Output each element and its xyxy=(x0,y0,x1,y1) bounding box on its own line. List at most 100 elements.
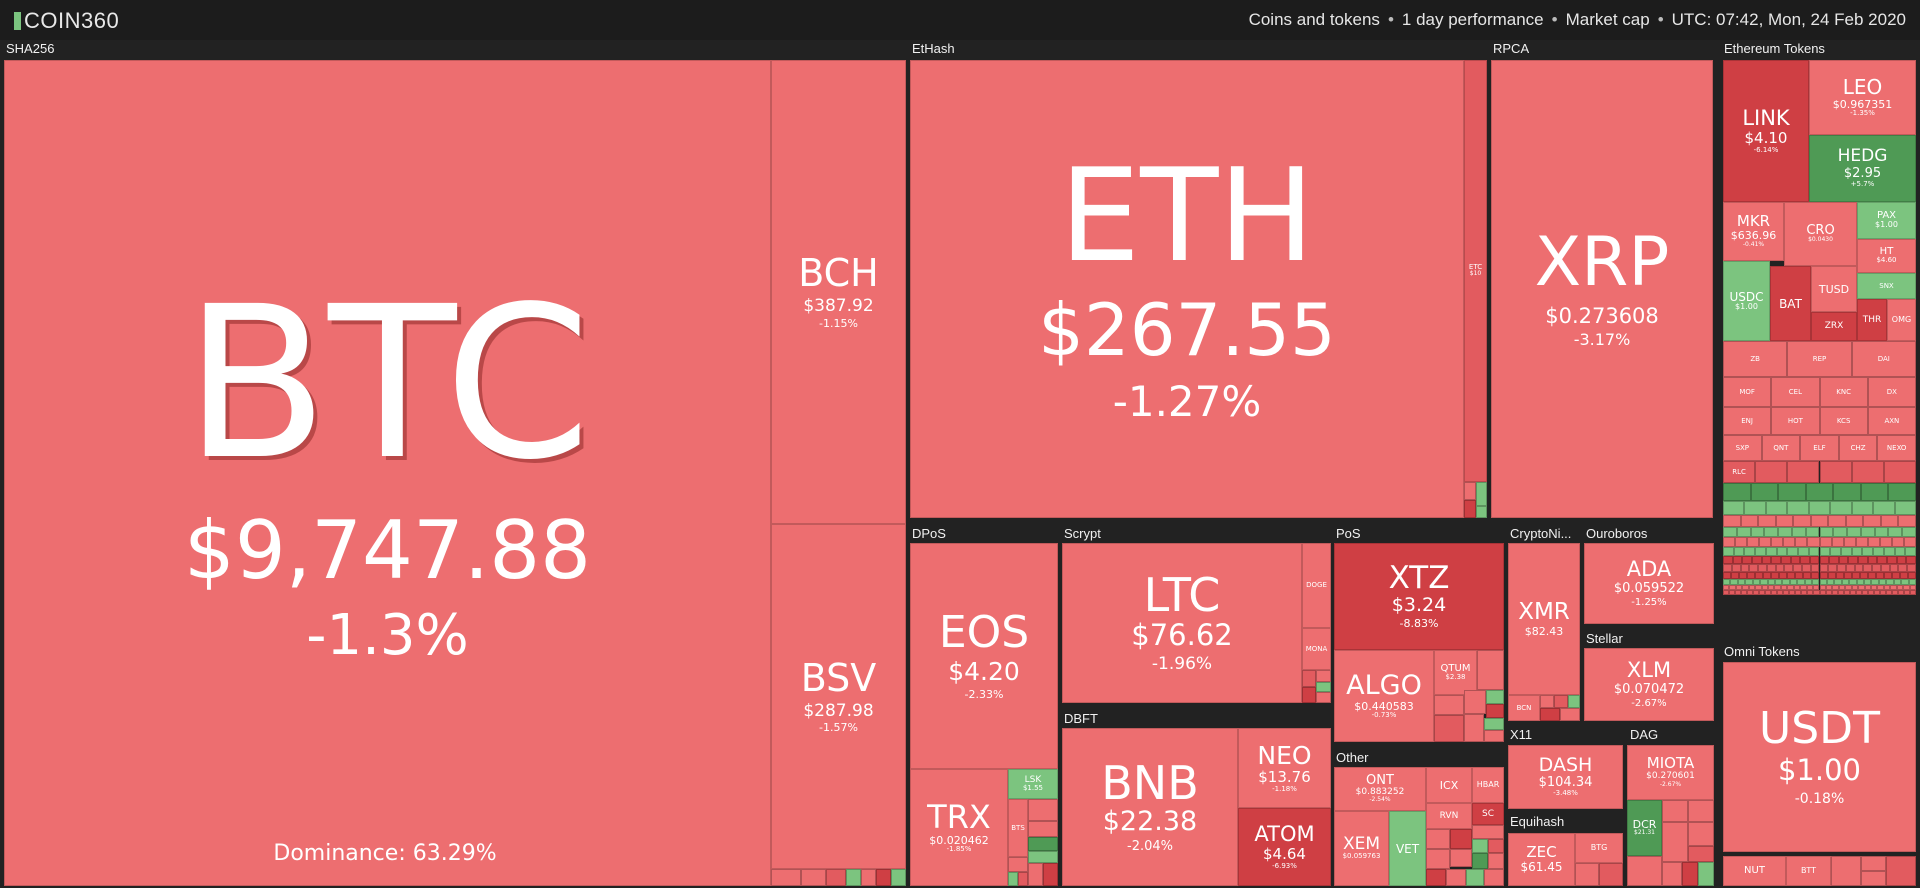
small-token-tile[interactable] xyxy=(1903,537,1916,547)
small-token-tile[interactable] xyxy=(1787,501,1809,515)
small-token-tile[interactable] xyxy=(1723,483,1751,501)
small-token-tile[interactable] xyxy=(1828,564,1838,572)
small-token-tile[interactable] xyxy=(1765,547,1777,556)
small-token-tile[interactable] xyxy=(1771,537,1784,547)
coin-tile-xlm[interactable]: XLM $0.070472 -2.67% xyxy=(1584,648,1714,721)
small-token-tile[interactable] xyxy=(1851,501,1874,515)
small-token-tile[interactable] xyxy=(1877,585,1884,590)
small-token-tile[interactable] xyxy=(1763,572,1772,579)
coins-filter[interactable]: Coins and tokens xyxy=(1248,10,1380,29)
small-token-tile[interactable] xyxy=(1832,585,1839,590)
coin-tile-bch[interactable]: BCH $387.92 -1.15% xyxy=(771,60,906,524)
small-token-tile[interactable] xyxy=(1859,572,1868,579)
small-token-tile[interactable] xyxy=(1841,579,1850,585)
small-token-tile[interactable] xyxy=(1774,579,1783,585)
small-token-tile[interactable] xyxy=(1753,590,1760,595)
small-token-tile[interactable] xyxy=(1883,585,1891,590)
small-token-tile[interactable] xyxy=(1771,590,1778,595)
small-token-tile[interactable] xyxy=(1789,590,1796,595)
group-label-stellar[interactable]: Stellar xyxy=(1586,631,1623,646)
coin-tile-xtz[interactable]: XTZ $3.24 -8.83% xyxy=(1334,543,1504,650)
small-token-tile[interactable] xyxy=(1896,556,1907,564)
small-token-tile[interactable] xyxy=(1771,556,1781,564)
small-token-tile[interactable] xyxy=(1736,527,1751,537)
small-token-tile[interactable] xyxy=(1789,579,1798,585)
small-token-tile[interactable] xyxy=(1856,579,1865,585)
small-token-tile[interactable] xyxy=(1847,527,1861,537)
coin-tile-bnb[interactable]: BNB $22.38 -2.04% xyxy=(1062,728,1238,886)
small-token-tile[interactable] xyxy=(1723,501,1745,515)
small-token-tile[interactable] xyxy=(1879,537,1892,547)
coin-tile-usdt[interactable]: USDT $1.00 -0.18% xyxy=(1723,662,1916,852)
small-token-tile[interactable] xyxy=(1776,547,1788,556)
small-token-tile[interactable] xyxy=(1851,585,1859,590)
coin-tile-btg[interactable]: BTG xyxy=(1575,833,1623,863)
small-token-tile[interactable] xyxy=(1838,585,1846,590)
small-token-tile[interactable] xyxy=(1801,590,1808,595)
coin-tile-btc[interactable]: BTC $9,747.88 -1.3% xyxy=(4,60,771,886)
coin-tile-qtum[interactable]: QTUM $2.38 xyxy=(1434,650,1477,695)
coin-tile-dash[interactable]: DASH $104.34 -3.48% xyxy=(1508,745,1623,809)
small-token-tile[interactable] xyxy=(1909,590,1916,595)
group-label-ethash[interactable]: EtHash xyxy=(912,41,955,56)
coin-tile-eth[interactable]: ETH $267.55 -1.27% xyxy=(910,60,1464,518)
small-token-tile[interactable] xyxy=(1723,527,1737,537)
coin-tile-cro[interactable]: CRO $0.0430 xyxy=(1784,202,1857,266)
small-token-tile[interactable] xyxy=(1864,585,1871,590)
small-token-tile[interactable] xyxy=(1787,547,1799,556)
small-token-tile[interactable] xyxy=(1758,564,1767,572)
period-filter[interactable]: 1 day performance xyxy=(1401,10,1544,29)
small-token-tile[interactable] xyxy=(1729,590,1736,595)
small-token-tile[interactable] xyxy=(1810,515,1829,527)
small-token-tile[interactable] xyxy=(1723,572,1732,579)
small-token-tile[interactable] xyxy=(1902,527,1916,537)
small-token-tile[interactable] xyxy=(1797,579,1805,585)
small-token-tile[interactable] xyxy=(1798,547,1809,556)
small-token-tile[interactable] xyxy=(1735,590,1742,595)
coin-tile-hbar[interactable]: HBAR xyxy=(1472,767,1504,803)
small-token-tile[interactable] xyxy=(1807,537,1820,547)
small-token-tile[interactable] xyxy=(1851,547,1863,556)
small-token-tile[interactable] xyxy=(1783,590,1790,595)
coin-tile-icx[interactable]: ICX xyxy=(1426,767,1472,803)
small-token-tile[interactable] xyxy=(1858,585,1865,590)
small-token-tile[interactable] xyxy=(1777,590,1784,595)
small-token-tile[interactable] xyxy=(1742,556,1752,564)
small-token-tile[interactable] xyxy=(1845,564,1855,572)
small-token-tile[interactable] xyxy=(1830,547,1841,556)
coin-tile-rep[interactable]: REP xyxy=(1787,341,1852,377)
small-token-tile[interactable] xyxy=(1793,564,1802,572)
small-token-tile[interactable] xyxy=(1730,579,1738,585)
small-token-tile[interactable] xyxy=(1871,579,1879,585)
small-token-tile[interactable] xyxy=(1782,579,1790,585)
small-token-tile[interactable] xyxy=(1771,572,1780,579)
small-token-tile[interactable] xyxy=(1907,564,1916,572)
small-token-tile[interactable] xyxy=(1845,585,1852,590)
coin-tile-ada[interactable]: ADA $0.059522 -1.25% xyxy=(1584,543,1714,624)
small-token-tile[interactable] xyxy=(1748,585,1756,590)
small-token-tile[interactable] xyxy=(1723,579,1731,585)
small-token-tile[interactable] xyxy=(1863,515,1881,527)
small-token-tile[interactable] xyxy=(1854,564,1864,572)
group-label-other[interactable]: Other xyxy=(1336,750,1369,765)
small-token-tile[interactable] xyxy=(1755,547,1766,556)
small-token-tile[interactable] xyxy=(1879,590,1886,595)
small-token-tile[interactable] xyxy=(1731,564,1741,572)
small-token-tile[interactable] xyxy=(1888,527,1903,537)
small-token-tile[interactable] xyxy=(1723,515,1741,527)
coin-tile-trx[interactable]: TRX $0.020462 -1.85% xyxy=(910,769,1008,886)
small-token-tile[interactable] xyxy=(1899,572,1908,579)
coin-tile-cel[interactable]: CEL xyxy=(1771,377,1820,407)
small-token-tile[interactable] xyxy=(1780,585,1788,590)
small-token-tile[interactable] xyxy=(1827,572,1836,579)
coin-tile-chz[interactable]: CHZ xyxy=(1838,435,1878,461)
small-token-tile[interactable] xyxy=(1898,515,1916,527)
small-token-tile[interactable] xyxy=(1819,556,1830,564)
coin-tile-ltc[interactable]: LTC $76.62 -1.96% xyxy=(1062,543,1302,703)
small-token-tile[interactable] xyxy=(1732,556,1743,564)
coin-tile-nexo[interactable]: NEXO xyxy=(1877,435,1916,461)
small-token-tile[interactable] xyxy=(1774,585,1781,590)
small-token-tile[interactable] xyxy=(1878,579,1887,585)
small-token-tile[interactable] xyxy=(1740,515,1759,527)
small-token-tile[interactable] xyxy=(1764,527,1779,537)
